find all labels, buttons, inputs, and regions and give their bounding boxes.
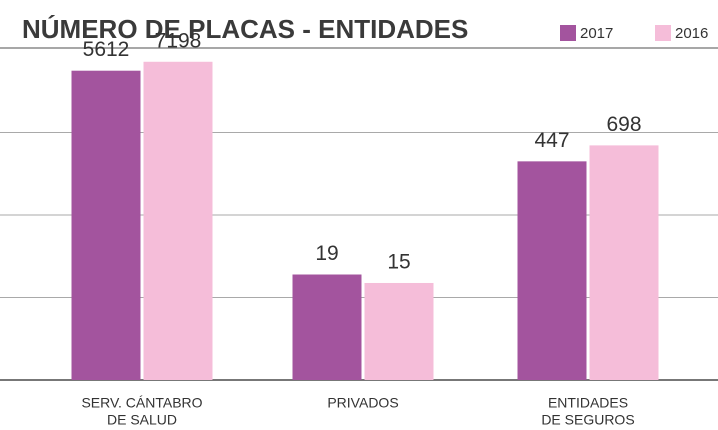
bar	[71, 70, 141, 381]
x-tick-label: SERV. CÁNTABRO	[81, 395, 202, 411]
bar	[517, 161, 587, 380]
chart-title: NÚMERO DE PLACAS - ENTIDADES	[22, 14, 468, 44]
x-tick-label: ENTIDADES	[548, 395, 628, 411]
bar	[292, 274, 362, 380]
x-tick-label: DE SALUD	[107, 412, 177, 428]
legend-label: 2017	[580, 25, 613, 42]
bar	[589, 145, 659, 380]
value-label: 5612	[83, 38, 130, 61]
value-label: 15	[387, 251, 410, 274]
legend-swatch	[560, 25, 576, 41]
bar	[364, 282, 434, 380]
x-tick-label: PRIVADOS	[327, 395, 398, 411]
legend-label: 2016	[675, 25, 708, 42]
bar	[143, 61, 213, 380]
value-label: 698	[606, 113, 641, 136]
value-label: 7198	[155, 29, 202, 52]
legend-swatch	[655, 25, 671, 41]
value-label: 447	[534, 129, 569, 152]
value-label: 19	[315, 242, 338, 265]
x-tick-label: DE SEGUROS	[541, 412, 634, 428]
